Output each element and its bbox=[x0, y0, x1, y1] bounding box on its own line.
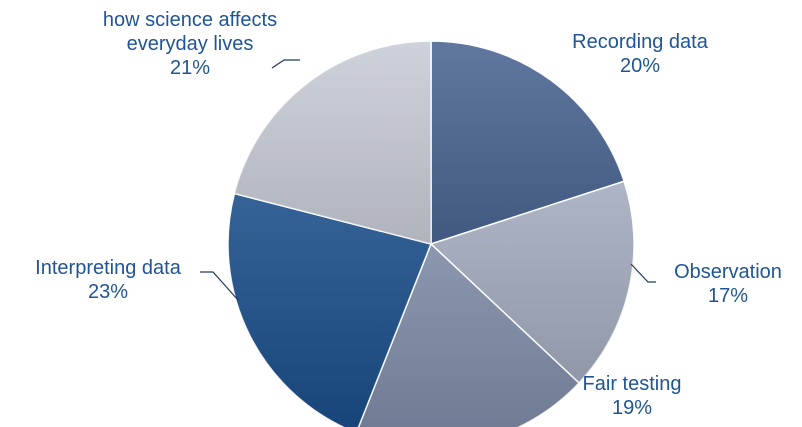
leader-line bbox=[271, 59, 300, 69]
slice-shade bbox=[234, 40, 431, 244]
data-label: Interpreting data 23% bbox=[8, 256, 208, 304]
data-label: Observation 17% bbox=[648, 260, 802, 308]
leader-line bbox=[630, 263, 656, 283]
value-label: 17% bbox=[707, 285, 749, 307]
value-label: 19% bbox=[611, 397, 653, 419]
leader-line bbox=[200, 271, 239, 301]
slice-shade bbox=[431, 41, 625, 244]
value-label: 20% bbox=[619, 55, 661, 77]
category-label: Interpreting data bbox=[35, 257, 181, 279]
category-label: Fair testing bbox=[582, 373, 682, 395]
data-label: Fair testing 19% bbox=[552, 372, 712, 420]
value-label: 23% bbox=[87, 281, 129, 303]
data-label: how science affects everyday lives 21% bbox=[95, 8, 285, 80]
slice-shade bbox=[431, 181, 634, 383]
category-label: Observation bbox=[674, 261, 782, 283]
category-label: Recording data bbox=[572, 31, 708, 53]
pie bbox=[227, 40, 635, 427]
data-label: Recording data 20% bbox=[540, 30, 740, 78]
category-label: how science affects everyday lives bbox=[102, 9, 278, 55]
value-label: 21% bbox=[169, 57, 211, 79]
slice-shade bbox=[228, 193, 431, 427]
